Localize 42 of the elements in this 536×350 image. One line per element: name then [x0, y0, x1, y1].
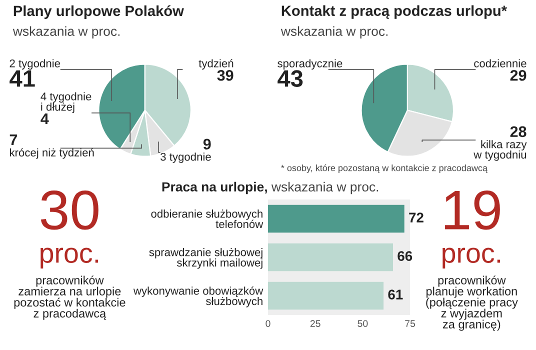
text: 19	[445, 190, 500, 230]
data-label: 61	[388, 290, 403, 300]
data-label: 66	[398, 251, 412, 261]
chart-subtitle: wskazania w proc.	[271, 182, 378, 194]
y-tick-label: odbieranie służbowych telefonów	[151, 210, 264, 228]
slice-label: 2 tygodnie	[10, 59, 60, 70]
data-label: 4	[40, 114, 49, 124]
text: pracowników zamierza na urlopie pozostać w kontakcie z pracodawcą	[14, 276, 126, 320]
text: proc.	[442, 248, 500, 268]
slice-label: codziennie	[474, 59, 526, 68]
x-tick-label: 25	[310, 320, 320, 327]
chart-title: Plany urlopowe Polaków	[14, 5, 184, 19]
slice-label: tydzień	[198, 59, 234, 70]
data-label: 72	[409, 212, 424, 222]
y-tick-label: wykonywanie obowiązków służbowych	[133, 286, 264, 308]
text: 30	[40, 190, 98, 230]
slice-label: sporadycznie	[278, 59, 342, 70]
data-label: 29	[510, 70, 526, 81]
bar	[268, 282, 384, 310]
x-tick-label: 75	[405, 320, 416, 327]
slice-label: kilka razy w tygodniu	[474, 140, 527, 161]
text: * osoby, które pozostaną w kontakcie z pracodawcą	[281, 164, 488, 173]
text: pracowników planuje workation (połączenie pracy z wyjazdem za granicę)	[426, 276, 518, 331]
chart-subtitle: wskazania w proc.	[12, 26, 120, 39]
x-tick-label: 0	[266, 320, 270, 327]
data-label: 28	[510, 126, 526, 138]
chart-title: Kontakt z pracą podczas urlopu*	[282, 5, 507, 19]
chart-title: Praca na urlopie,	[162, 182, 267, 194]
slice-label: 4 tygodnie i dłużej	[40, 92, 92, 113]
data-label: 43	[278, 70, 303, 87]
bar	[268, 243, 393, 272]
data-label: 39	[217, 70, 234, 81]
text: proc.	[40, 248, 98, 268]
bar	[268, 204, 404, 233]
data-label: 41	[10, 70, 35, 87]
data-label: 7	[10, 134, 18, 146]
x-tick-label: 50	[358, 320, 368, 327]
y-tick-label: sprawdzanie służbowej skrzynki mailowej	[149, 248, 262, 269]
chart-subtitle: wskazania w proc.	[280, 26, 388, 39]
slice-label: 3 tygodnie	[160, 152, 211, 163]
slice-label: krócej niż tydzień	[10, 148, 94, 159]
data-label: 9	[203, 138, 211, 150]
